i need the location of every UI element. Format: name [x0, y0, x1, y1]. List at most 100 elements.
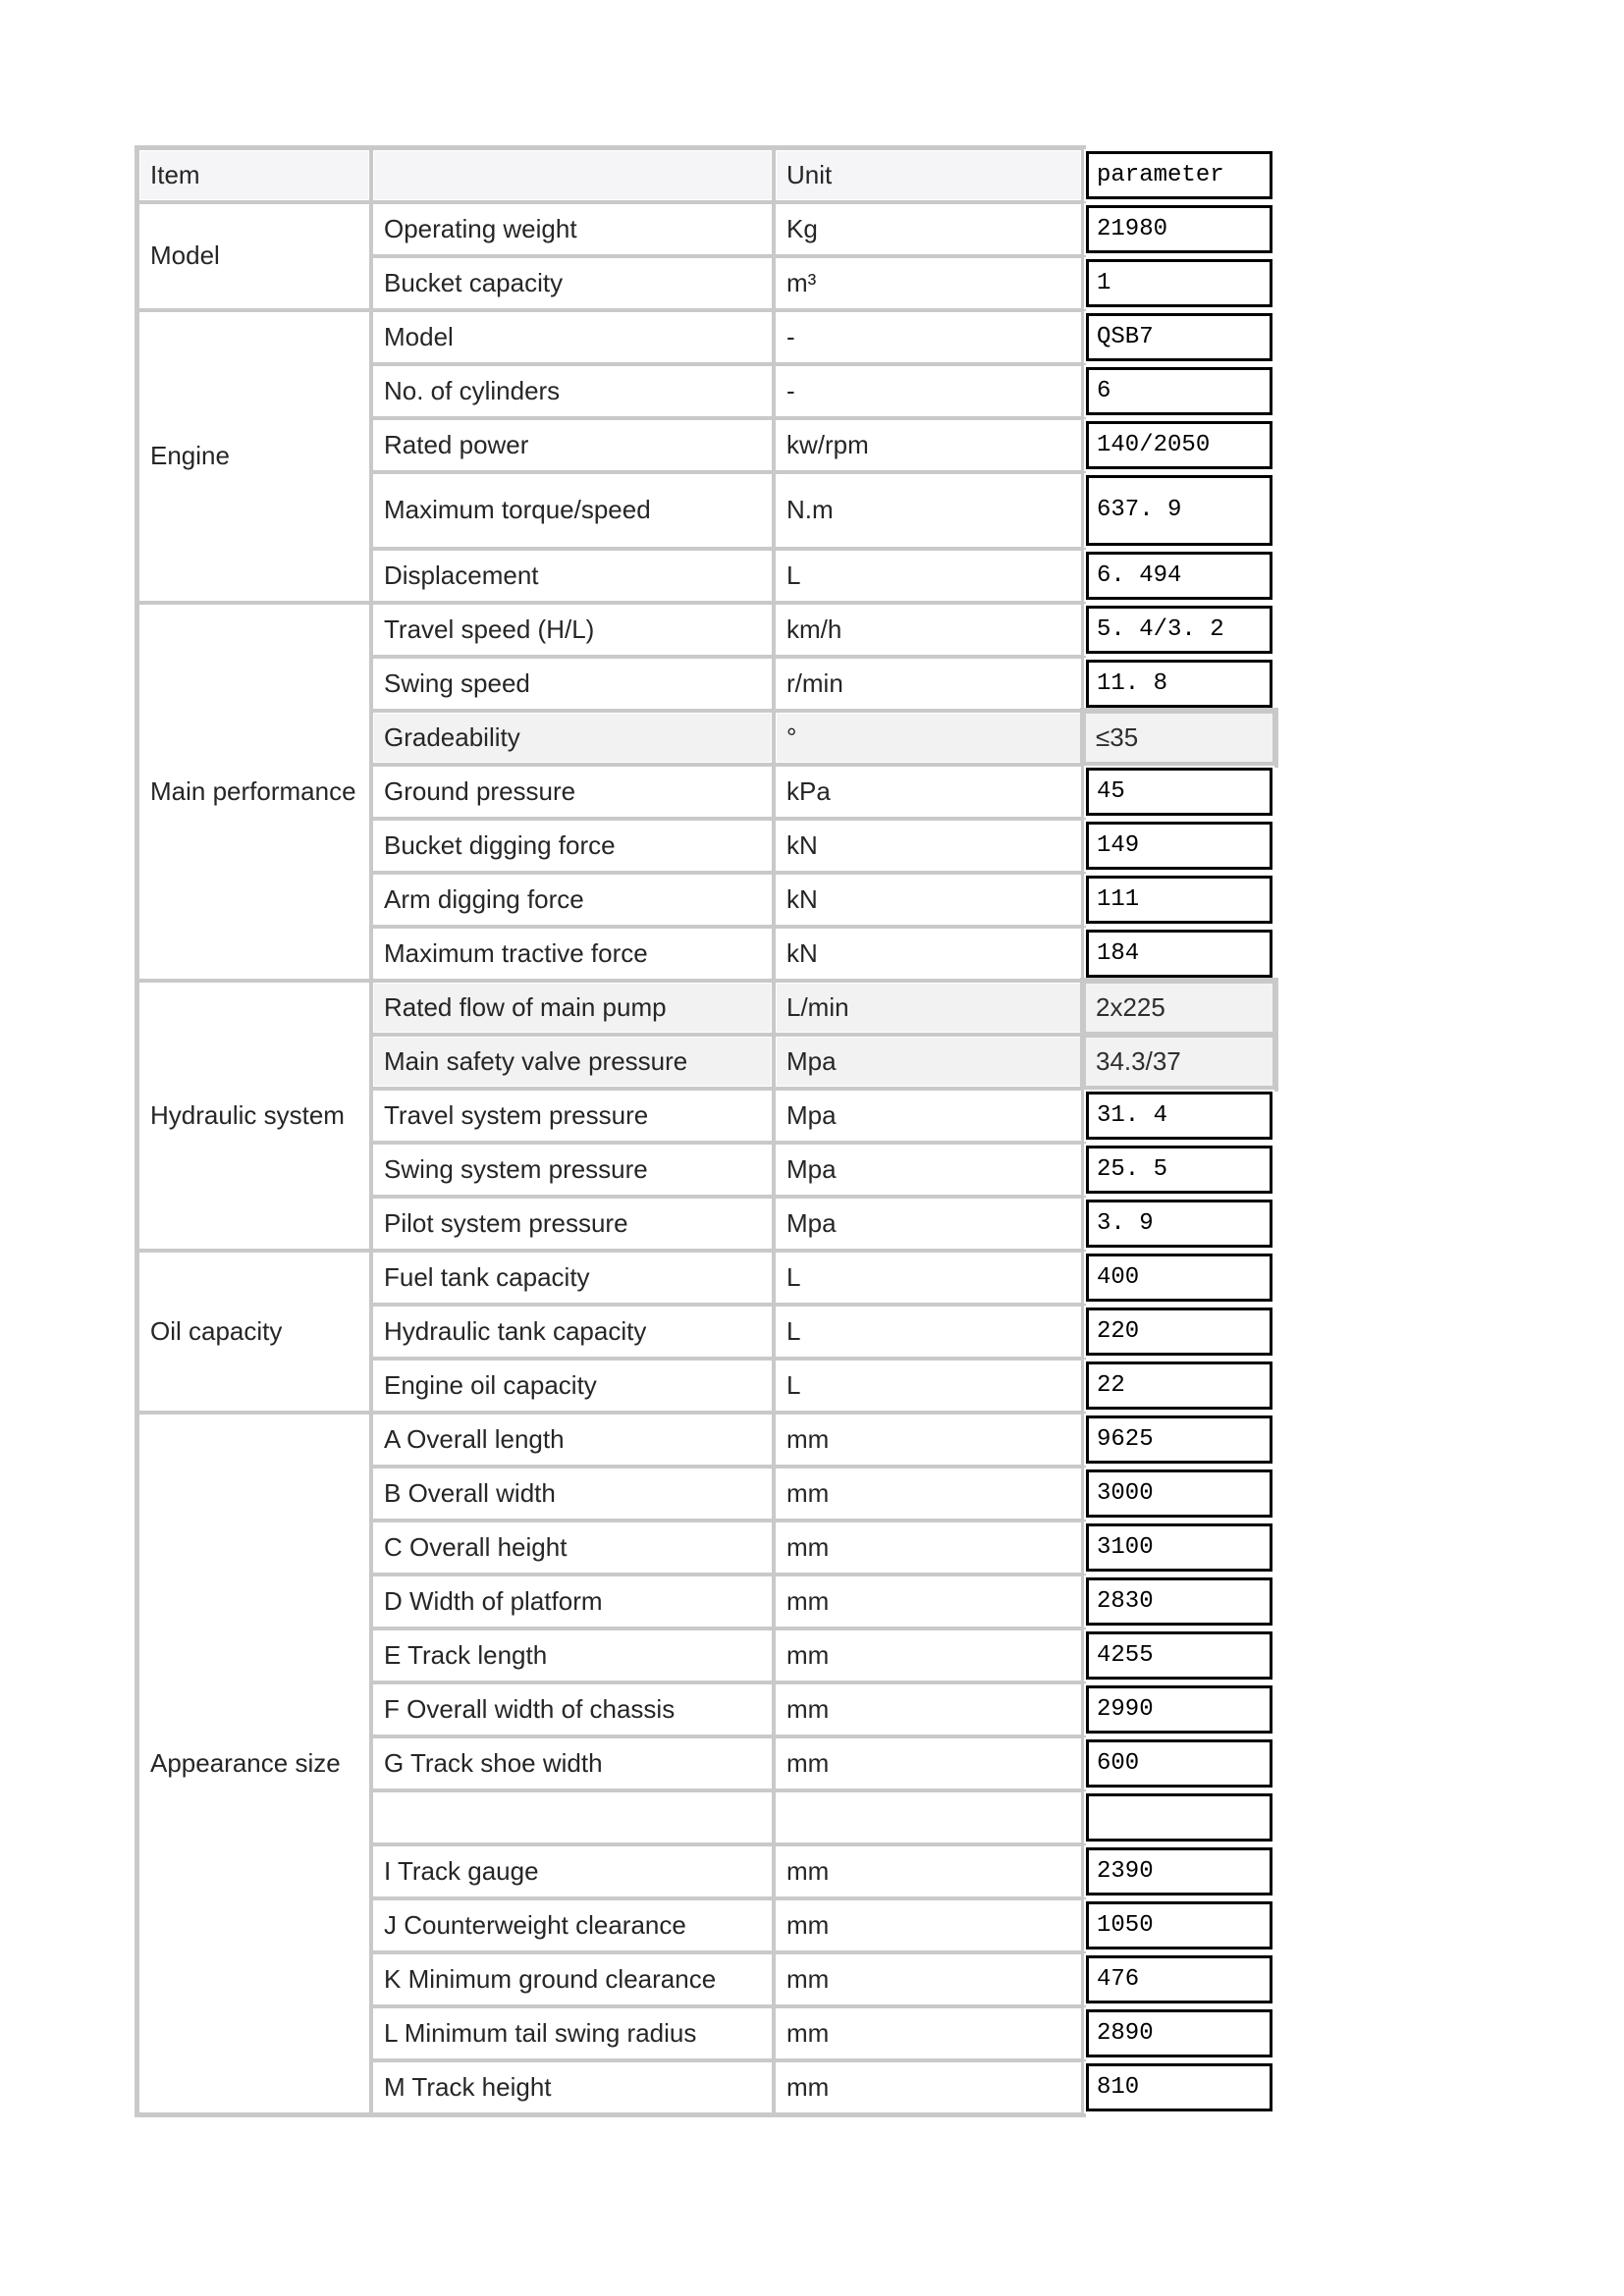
- spec-unit-cell: Mpa: [777, 1038, 1080, 1086]
- spec-unit-cell: Mpa: [777, 1146, 1080, 1194]
- spec-name-cell: Rated power: [374, 421, 771, 469]
- section-label-cell: Model: [140, 205, 368, 307]
- table-row: Maximum tractive force kN 184: [140, 930, 1272, 978]
- spec-value-cell: 476: [1086, 1955, 1272, 2003]
- spec-name-cell: Engine oil capacity: [374, 1362, 771, 1410]
- section-label-cell: Hydraulic system: [140, 984, 368, 1248]
- spec-unit-cell: -: [777, 367, 1080, 415]
- spec-name-cell: Main safety valve pressure: [374, 1038, 771, 1086]
- table-row: G Track shoe width mm 600: [140, 1739, 1272, 1788]
- table-row: Rated power kw/rpm 140/2050: [140, 421, 1272, 469]
- table-row: M Track height mm 810: [140, 2063, 1272, 2111]
- spec-unit-cell: kN: [777, 822, 1080, 870]
- spec-value-cell: 149: [1086, 822, 1272, 870]
- table-row: Ground pressure kPa 45: [140, 768, 1272, 816]
- spec-unit-cell: L: [777, 1308, 1080, 1356]
- spec-unit-cell: L: [777, 552, 1080, 600]
- spec-value-cell: 25. 5: [1086, 1146, 1272, 1194]
- spec-value-cell: 220: [1086, 1308, 1272, 1356]
- spec-unit-cell: kN: [777, 930, 1080, 978]
- spec-name-cell: Travel system pressure: [374, 1092, 771, 1140]
- spec-name-cell: B Overall width: [374, 1469, 771, 1518]
- spec-value-cell: 637. 9: [1086, 475, 1272, 546]
- table-row: Appearance size A Overall length mm 9625: [140, 1415, 1272, 2111]
- spec-value-cell: 22: [1086, 1362, 1272, 1410]
- header-blank: [374, 151, 771, 199]
- spec-value-cell: QSB7: [1086, 313, 1272, 361]
- spec-unit-cell: mm: [777, 1955, 1080, 2003]
- spec-name-cell: Ground pressure: [374, 768, 771, 816]
- spec-unit-cell: km/h: [777, 606, 1080, 654]
- spec-value-cell: 600: [1086, 1739, 1272, 1788]
- table-row: No. of cylinders -6: [140, 367, 1272, 415]
- spec-unit-cell: mm: [777, 1523, 1080, 1572]
- table-row: Hydraulic tank capacity L 220: [140, 1308, 1272, 1356]
- spec-unit-cell: Mpa: [777, 1092, 1080, 1140]
- spec-name-cell: Swing system pressure: [374, 1146, 771, 1194]
- table-row: Main safety valve pressure Mpa 34.3/37: [140, 1038, 1272, 1086]
- table-row: Swing system pressure Mpa 25. 5: [140, 1146, 1272, 1194]
- table-row: K Minimum ground clearance mm 476: [140, 1955, 1272, 2003]
- spec-value-cell: 2390: [1086, 1847, 1272, 1896]
- spec-value-cell: 2990: [1086, 1685, 1272, 1734]
- table-row: B Overall width mm 3000: [140, 1469, 1272, 1518]
- table-row: Displacement L 6. 494: [140, 552, 1272, 600]
- spec-name-cell: A Overall length: [374, 1415, 771, 1464]
- spec-unit-cell: mm: [777, 1415, 1080, 1464]
- spec-value-cell: 3000: [1086, 1469, 1272, 1518]
- header-unit: Unit: [777, 151, 1080, 199]
- section-label-cell: Main performance: [140, 606, 368, 978]
- spec-name-cell: Rated flow of main pump: [374, 984, 771, 1032]
- table-row: L Minimum tail swing radius mm 2890: [140, 2009, 1272, 2057]
- table-row: Engine Model - QSB7: [140, 313, 1272, 600]
- spec-unit-cell: mm: [777, 2009, 1080, 2057]
- table-row: E Track length mm 4255: [140, 1631, 1272, 1680]
- spec-value-cell: 31. 4: [1086, 1092, 1272, 1140]
- spec-value-cell: [1086, 1793, 1272, 1842]
- spec-value-cell: 4255: [1086, 1631, 1272, 1680]
- table-row: D Width of platform mm 2830: [140, 1577, 1272, 1626]
- spec-value-cell: 2x225: [1086, 984, 1272, 1032]
- table-row: Oil capacity Fuel tank capacity L 400: [140, 1254, 1272, 1410]
- spec-unit-cell: L/min: [777, 984, 1080, 1032]
- spec-value-cell: 34.3/37: [1086, 1038, 1272, 1086]
- spec-unit-cell: mm: [777, 1577, 1080, 1626]
- spec-name-cell: G Track shoe width: [374, 1739, 771, 1788]
- table-row: [140, 1793, 1272, 1842]
- spec-name-cell: Gradeability: [374, 714, 771, 762]
- spec-name-cell: Travel speed (H/L): [374, 606, 771, 654]
- header-item: Item: [140, 151, 368, 199]
- spec-name-cell: No. of cylinders: [374, 367, 771, 415]
- table-row: Hydraulic system Rated flow of main pump L…: [140, 984, 1272, 1248]
- spec-value-cell: 400: [1086, 1254, 1272, 1302]
- spec-value-cell: 6. 494: [1086, 552, 1272, 600]
- spec-name-cell: Displacement: [374, 552, 771, 600]
- spec-unit-cell: Kg: [777, 205, 1080, 253]
- table-row: Model Operating weight Kg 21980: [140, 205, 1272, 307]
- spec-unit-cell: °: [777, 714, 1080, 762]
- spec-unit-cell: [777, 1793, 1080, 1842]
- table-row: Swing speed r/min 11. 8: [140, 660, 1272, 708]
- spec-name-cell: F Overall width of chassis: [374, 1685, 771, 1734]
- spec-name-cell: J Counterweight clearance: [374, 1901, 771, 1949]
- spec-name-cell: D Width of platform: [374, 1577, 771, 1626]
- spec-unit-cell: kN: [777, 876, 1080, 924]
- spec-unit-cell: mm: [777, 1901, 1080, 1949]
- spec-name-cell: E Track length: [374, 1631, 771, 1680]
- table-row: Maximum torque/speed N.m 637. 9: [140, 475, 1272, 546]
- spec-unit-cell: N.m: [777, 475, 1080, 546]
- spec-unit-cell: mm: [777, 1685, 1080, 1734]
- table-row: Arm digging force kN 111: [140, 876, 1272, 924]
- spec-unit-cell: mm: [777, 2063, 1080, 2111]
- table-row: Bucket capacity m³ 1: [140, 259, 1272, 307]
- spec-name-cell: M Track height: [374, 2063, 771, 2111]
- spec-name-cell: Fuel tank capacity: [374, 1254, 771, 1302]
- section-label-cell: Engine: [140, 313, 368, 600]
- spec-name-cell: Hydraulic tank capacity: [374, 1308, 771, 1356]
- section-label-cell: Oil capacity: [140, 1254, 368, 1410]
- spec-value-cell: 2830: [1086, 1577, 1272, 1626]
- table-row: Gradeability ° ≤35: [140, 714, 1272, 762]
- spec-unit-cell: kw/rpm: [777, 421, 1080, 469]
- spec-value-cell: 111: [1086, 876, 1272, 924]
- table-row: C Overall height mm 3100: [140, 1523, 1272, 1572]
